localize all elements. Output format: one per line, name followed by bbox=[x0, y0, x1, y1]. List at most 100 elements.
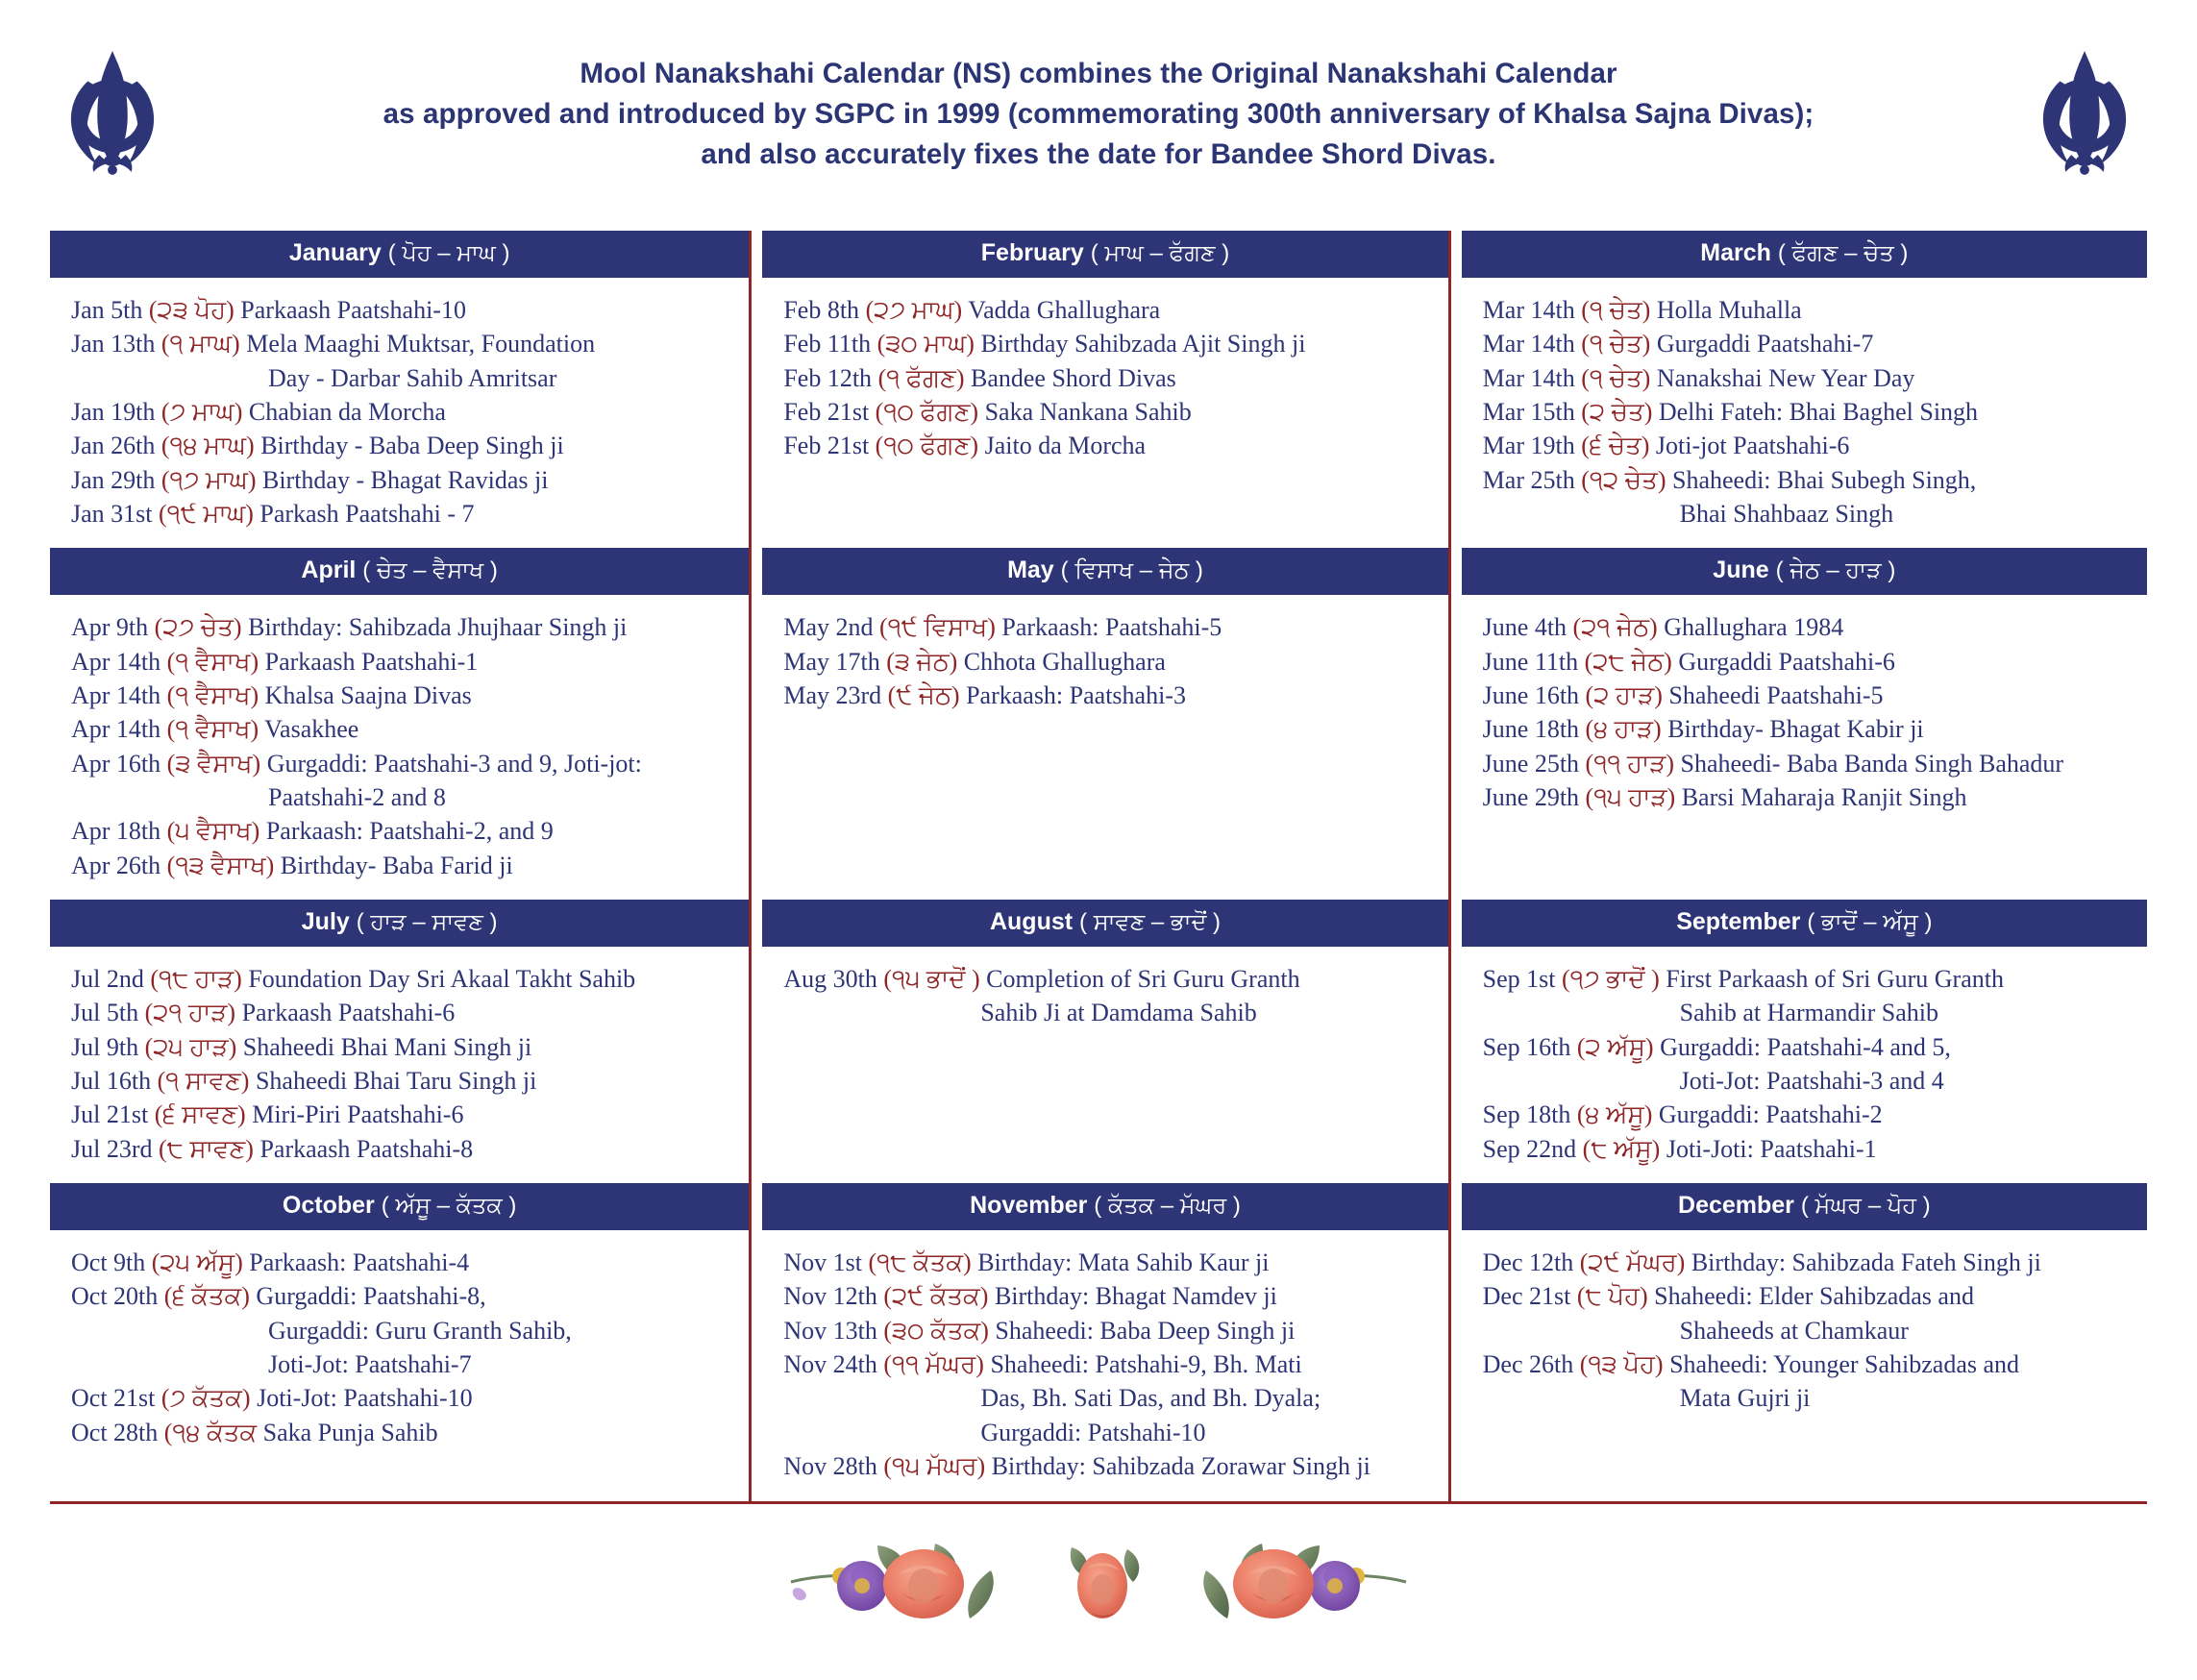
event-date: Oct 28th bbox=[71, 1418, 159, 1446]
month-punjabi-range: ( ਹਾੜ – ਸਾਵਣ ) bbox=[356, 909, 498, 936]
calendar-event: Nov 24th (੧੧ ਮੱਘਰ) Shaheedi: Patshahi-9,… bbox=[783, 1347, 1438, 1381]
event-date: Jul 23rd bbox=[71, 1134, 153, 1163]
event-description: Delhi Fateh: Bhai Baghel Singh bbox=[1658, 397, 1979, 426]
event-description: Khalsa Saajna Divas bbox=[264, 680, 472, 709]
event-description-continued: Paatshahi-2 and 8 bbox=[268, 783, 446, 812]
event-punjabi-date: (੧੯ ਮਾਘ) bbox=[159, 500, 254, 529]
event-description: Mela Maaghi Muktsar, Foundation bbox=[246, 330, 596, 358]
event-punjabi-date: (੮ ਅੱਸੂ) bbox=[1582, 1134, 1661, 1163]
event-description-continued: Shaheeds at Chamkaur bbox=[1679, 1316, 1909, 1345]
event-punjabi-date: (੧੧ ਹਾੜ) bbox=[1585, 749, 1674, 778]
event-date: Mar 15th bbox=[1482, 397, 1575, 426]
event-date: Sep 18th bbox=[1482, 1100, 1571, 1129]
event-date: Oct 9th bbox=[71, 1248, 146, 1277]
calendar-row: July ( ਹਾੜ – ਸਾਵਣ ) Jul 2nd (੧੮ ਹਾੜ) Foun… bbox=[50, 900, 2147, 1184]
event-date: Apr 9th bbox=[71, 613, 149, 642]
month-punjabi-range: ( ਫੱਗਣ – ਚੇਤ ) bbox=[1777, 240, 1909, 266]
month-cell-january: January ( ਪੋਹ – ਮਾਘ ) Jan 5th (੨੩ ਪੋਹ) Pa… bbox=[50, 231, 750, 549]
event-punjabi-date: (੩ ਵੈਸਾਖ) bbox=[166, 749, 261, 778]
month-name: April bbox=[301, 556, 357, 584]
event-date: Feb 12th bbox=[783, 363, 873, 392]
month-name: August bbox=[989, 908, 1074, 936]
event-description: Shaheedi Bhai Mani Singh ji bbox=[242, 1032, 532, 1061]
event-description: Shaheedi: Patshahi-9, Bh. Mati bbox=[990, 1350, 1302, 1379]
event-punjabi-date: (੨ ਚੇਤ) bbox=[1581, 397, 1653, 426]
event-punjabi-date: (੧੩ ਪੋਹ) bbox=[1579, 1350, 1664, 1379]
event-description: Parkaash Paatshahi-1 bbox=[264, 647, 479, 676]
calendar-event: Nov 12th (੨੯ ਕੱਤਕ) Birthday: Bhagat Namd… bbox=[783, 1279, 1438, 1313]
event-date: Feb 21st bbox=[783, 397, 870, 426]
calendar-row: January ( ਪੋਹ – ਮਾਘ ) Jan 5th (੨੩ ਪੋਹ) Pa… bbox=[50, 231, 2147, 549]
event-date: Dec 26th bbox=[1482, 1350, 1574, 1379]
event-date: May 17th bbox=[783, 647, 880, 676]
event-punjabi-date: (੧੦ ਫੱਗਣ) bbox=[875, 432, 979, 460]
month-events: Jan 5th (੨੩ ਪੋਹ) Parkaash Paatshahi-10 Ja… bbox=[50, 278, 749, 549]
event-description: Parkaash Paatshahi-8 bbox=[259, 1134, 474, 1163]
event-punjabi-date: (੧੭ ਮਾਘ) bbox=[160, 465, 257, 494]
calendar-event: Mar 15th (੨ ਚੇਤ) Delhi Fateh: Bhai Baghe… bbox=[1483, 395, 2137, 429]
month-header-august: August ( ਸਾਵਣ – ਭਾਦੋਂ ) bbox=[762, 900, 1448, 948]
event-date: May 23rd bbox=[783, 680, 882, 709]
event-description-continued: Das, Bh. Sati Das, and Bh. Dyala; bbox=[980, 1384, 1321, 1413]
calendar-row: April ( ਚੇਤ – ਵੈਸਾਖ ) Apr 9th (੨੭ ਚੇਤ) Bi… bbox=[50, 548, 2147, 900]
event-punjabi-date: (੩ ਜੇਠ) bbox=[886, 647, 958, 676]
calendar-event: Jan 5th (੨੩ ਪੋਹ) Parkaash Paatshahi-10 bbox=[71, 293, 739, 327]
event-punjabi-date: (੧ ਮਾਘ) bbox=[160, 330, 240, 358]
event-date: Sep 22nd bbox=[1482, 1134, 1577, 1163]
calendar-event: Jan 26th (੧੪ ਮਾਘ) Birthday - Baba Deep S… bbox=[71, 429, 739, 462]
event-punjabi-date: (੧੯ ਵਿਸਾਖ) bbox=[879, 613, 996, 642]
calendar-event: May 17th (੩ ਜੇਠ) Chhota Ghallughara bbox=[783, 645, 1438, 679]
calendar-event: Oct 21st (੭ ਕੱਤਕ) Joti-Jot: Paatshahi-10 bbox=[71, 1381, 739, 1415]
event-punjabi-date: (੧੮ ਹਾੜ) bbox=[150, 965, 242, 994]
event-punjabi-date: (੧੫ ਹਾੜ) bbox=[1585, 783, 1676, 812]
event-punjabi-date: (੧ ਚੇਤ) bbox=[1581, 330, 1651, 358]
month-header-march: March ( ਫੱਗਣ – ਚੇਤ ) bbox=[1461, 231, 2147, 278]
calendar-event: Feb 8th (੨੭ ਮਾਘ) Vadda Ghallughara bbox=[783, 293, 1438, 327]
event-punjabi-date: (੧੭ ਭਾਦੋਂ ) bbox=[1562, 965, 1660, 994]
calendar-event: Jul 23rd (੮ ਸਾਵਣ) Parkaash Paatshahi-8 bbox=[71, 1132, 739, 1166]
event-description: Gurgaddi: Paatshahi-8, bbox=[256, 1282, 486, 1311]
calendar-row: October ( ਅੱਸੂ – ਕੱਤਕ ) Oct 9th (੨੫ ਅੱਸੂ)… bbox=[50, 1183, 2147, 1501]
event-description-continued: Bhai Shahbaaz Singh bbox=[1679, 500, 1894, 529]
event-description: Gurgaddi: Paatshahi-3 and 9, Joti-jot: bbox=[266, 749, 642, 778]
event-date: Nov 24th bbox=[783, 1350, 877, 1379]
event-punjabi-date: (੨੧ ਜੇਠ) bbox=[1572, 613, 1658, 642]
event-description: Shaheedi: Elder Sahibzadas and bbox=[1654, 1282, 1974, 1311]
event-date: Mar 14th bbox=[1482, 330, 1575, 358]
event-date: Sep 1st bbox=[1482, 965, 1556, 994]
event-date: Feb 21st bbox=[783, 432, 870, 460]
calendar-event: Jul 2nd (੧੮ ਹਾੜ) Foundation Day Sri Akaa… bbox=[71, 962, 739, 996]
month-punjabi-range: ( ਭਾਦੋਂ – ਅੱਸੂ ) bbox=[1807, 909, 1933, 936]
event-date: Mar 25th bbox=[1482, 465, 1575, 494]
event-punjabi-date: (੨੮ ਜੇਠ) bbox=[1584, 647, 1672, 676]
month-punjabi-range: ( ਜੇਠ – ਹਾੜ ) bbox=[1775, 557, 1896, 584]
event-description: Birthday- Baba Farid ji bbox=[280, 851, 513, 879]
event-date: Mar 19th bbox=[1482, 432, 1575, 460]
month-header-december: December ( ਮੱਘਰ – ਪੋਹ ) bbox=[1461, 1183, 2147, 1231]
event-description: Parkaash: Paatshahi-3 bbox=[966, 680, 1186, 709]
event-description: Parkaash Paatshahi-6 bbox=[241, 999, 456, 1027]
event-punjabi-date: (੧੮ ਕੱਤਕ) bbox=[868, 1248, 972, 1277]
khanda-icon bbox=[2028, 40, 2141, 175]
month-cell-february: February ( ਮਾਘ – ਫੱਗਣ ) Feb 8th (੨੭ ਮਾਘ) … bbox=[749, 231, 1448, 549]
calendar-event: Jul 5th (੨੧ ਹਾੜ) Parkaash Paatshahi-6 bbox=[71, 996, 739, 1029]
event-description-continued: Joti-Jot: Paatshahi-3 and 4 bbox=[1679, 1067, 1944, 1096]
calendar-event: Apr 14th (੧ ਵੈਸਾਖ) Khalsa Saajna Divas bbox=[71, 679, 739, 712]
event-date: Jan 26th bbox=[71, 432, 156, 460]
event-date: Feb 8th bbox=[783, 295, 860, 324]
month-cell-october: October ( ਅੱਸੂ – ਕੱਤਕ ) Oct 9th (੨੫ ਅੱਸੂ)… bbox=[50, 1183, 750, 1500]
calendar-event: June 18th (੪ ਹਾੜ) Birthday- Bhagat Kabir… bbox=[1483, 712, 2137, 746]
calendar-grid: January ( ਪੋਹ – ਮਾਘ ) Jan 5th (੨੩ ਪੋਹ) Pa… bbox=[50, 231, 2147, 1501]
event-description: Birthday: Sahibzada Fateh Singh ji bbox=[1691, 1248, 2041, 1277]
event-punjabi-date: (੫ ਵੈਸਾਖ) bbox=[166, 817, 260, 846]
event-description: Parkaash Paatshahi-10 bbox=[240, 295, 466, 324]
month-events: Mar 14th (੧ ਚੇਤ) Holla Muhalla Mar 14th (… bbox=[1462, 278, 2147, 549]
month-name: January bbox=[288, 239, 382, 266]
calendar-bottom-rule bbox=[50, 1500, 2147, 1504]
event-description: Parkaash: Paatshahi-2, and 9 bbox=[265, 817, 554, 846]
event-description: Parkaash: Paatshahi-4 bbox=[249, 1248, 470, 1277]
month-cell-may: May ( ਵਿਸਾਖ – ਜੇਠ ) May 2nd (੧੯ ਵਿਸਾਖ) Pa… bbox=[749, 548, 1448, 900]
event-date: Nov 13th bbox=[783, 1316, 877, 1345]
event-date: Oct 20th bbox=[71, 1282, 159, 1311]
month-events: May 2nd (੧੯ ਵਿਸਾਖ) Parkaash: Paatshahi-5… bbox=[762, 595, 1447, 729]
